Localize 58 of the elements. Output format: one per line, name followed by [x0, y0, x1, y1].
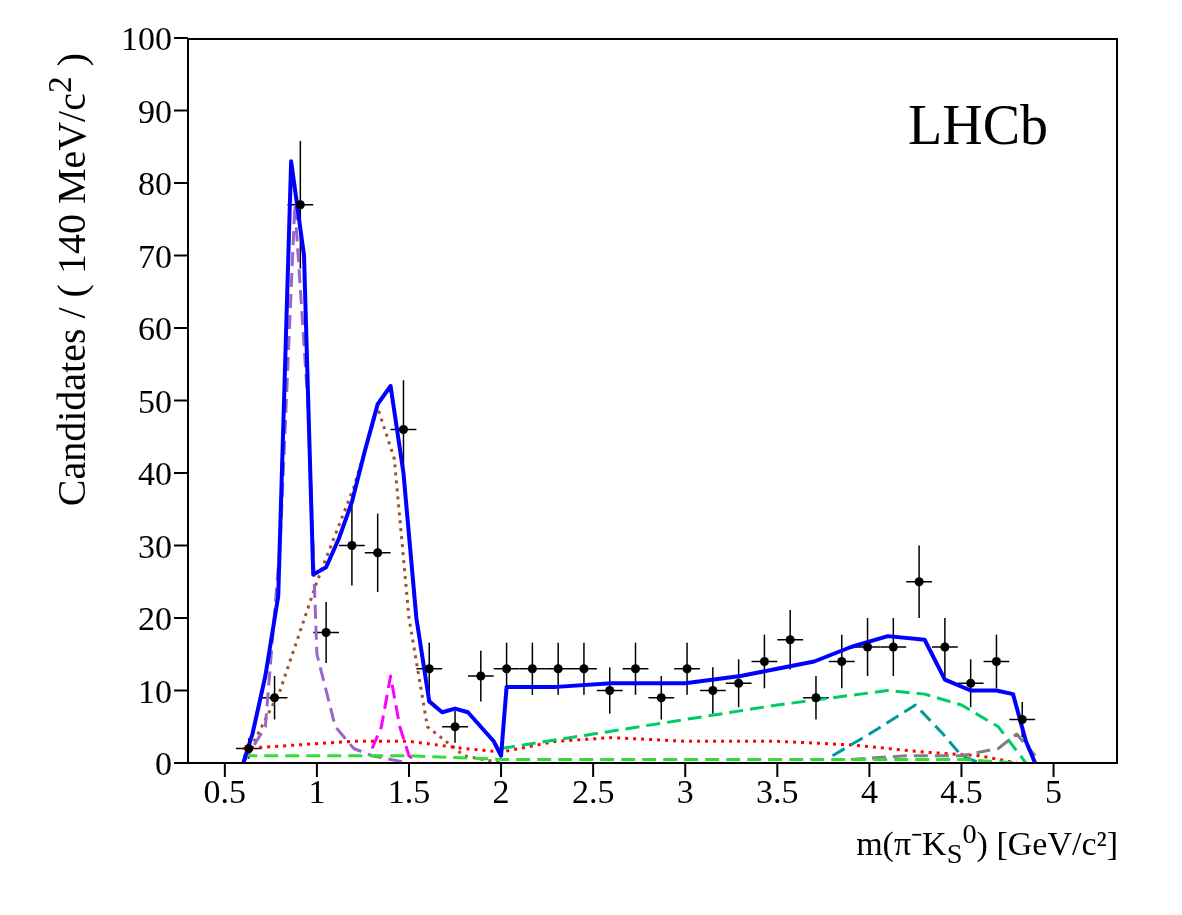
x-tick-label: 4.5 [940, 773, 983, 811]
x-tick-label: 5 [1045, 773, 1063, 811]
line-series [370, 674, 420, 763]
point [244, 743, 254, 754]
x-tick-label: 2 [492, 773, 510, 811]
x-tick-label: 3.5 [756, 773, 799, 811]
x-tick-label: 1 [308, 773, 326, 811]
point [450, 722, 460, 732]
point [502, 664, 512, 674]
point [630, 664, 641, 674]
line-series [849, 732, 1037, 761]
y-tick-label: 80 [138, 165, 172, 203]
point [682, 664, 692, 674]
x-tick-label: 0.5 [203, 773, 247, 811]
y-tick-label: 70 [138, 237, 172, 275]
x-tick-label: 4 [860, 773, 878, 811]
point [708, 685, 718, 696]
point [579, 664, 589, 674]
point [553, 664, 563, 674]
line-series [241, 159, 1038, 763]
point [295, 200, 305, 210]
point [656, 693, 666, 703]
y-tick-label: 90 [138, 92, 172, 130]
line-series [241, 736, 1019, 763]
point [734, 678, 744, 688]
y-tick-label: 30 [138, 527, 172, 565]
annotation: LHCb [908, 93, 1048, 157]
point [321, 627, 331, 638]
y-tick-label: 60 [138, 310, 172, 348]
point [759, 656, 769, 667]
point [373, 548, 383, 558]
point [476, 671, 486, 681]
x-tick-label: 3 [676, 773, 694, 811]
y-tick-label: 10 [138, 672, 172, 710]
point [863, 642, 873, 652]
point [991, 656, 1001, 667]
y-tick-label: 20 [138, 600, 172, 638]
y-tick-label: 40 [138, 455, 172, 493]
y-tick-label: 0 [155, 745, 172, 783]
x-tick-label: 1.5 [387, 773, 431, 811]
point [888, 642, 898, 652]
point [785, 635, 795, 645]
point [837, 656, 847, 667]
point [527, 664, 537, 674]
y-tick-label: 100 [121, 20, 172, 58]
point [1017, 714, 1027, 725]
point [424, 664, 434, 674]
point [270, 693, 280, 703]
point [914, 577, 924, 587]
point [398, 424, 408, 435]
y-tick-label: 50 [138, 382, 172, 420]
x-axis-title: m(π⁻K$_{S}$$^{0}$) [GeV/c²] [856, 818, 1118, 871]
point [966, 678, 976, 688]
point [811, 693, 821, 703]
x-tick-label: 2.5 [571, 773, 615, 811]
point [605, 685, 615, 696]
point [940, 642, 950, 652]
point [347, 540, 357, 551]
